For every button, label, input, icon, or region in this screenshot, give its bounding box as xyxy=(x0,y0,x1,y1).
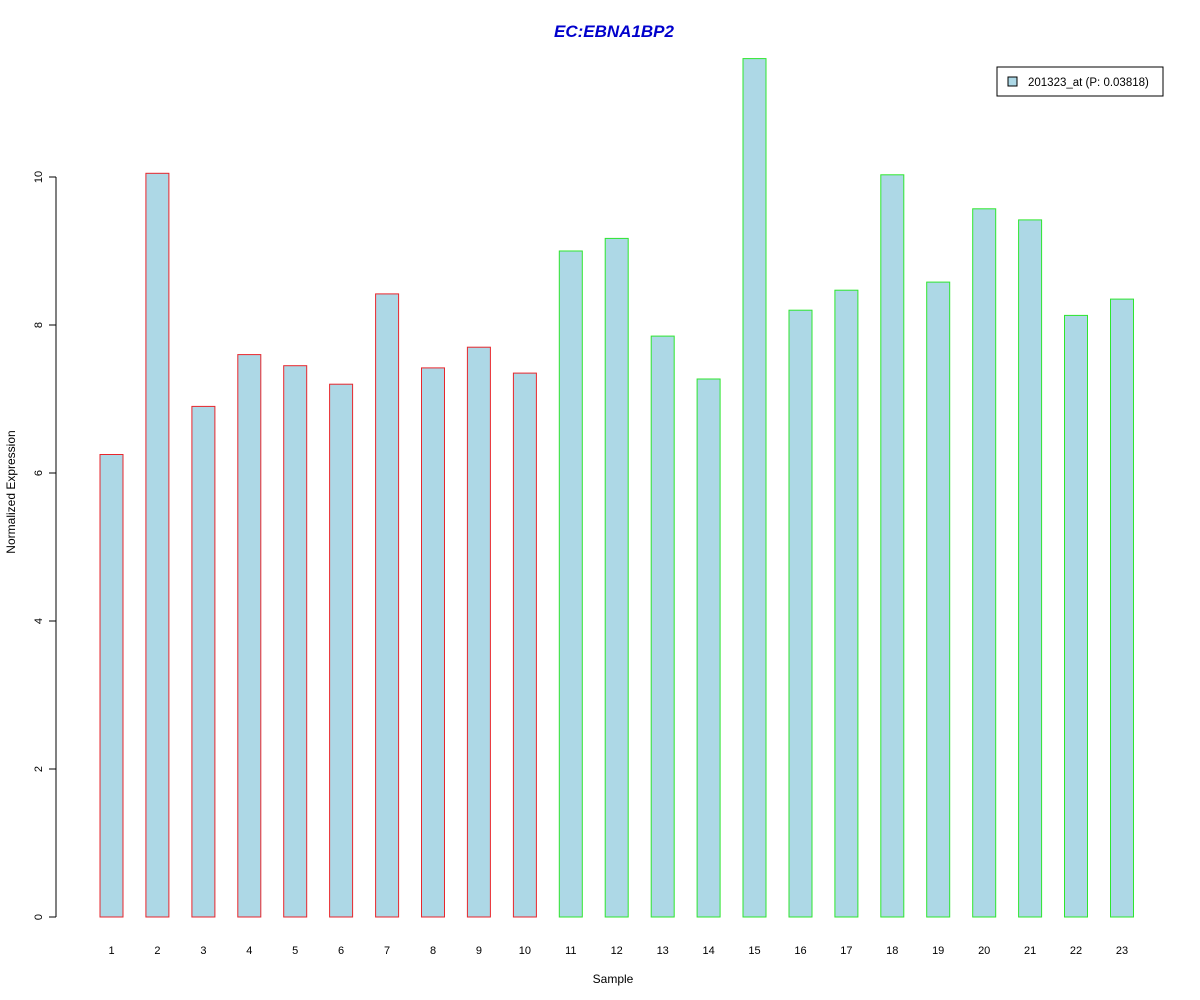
x-tick-label: 10 xyxy=(519,945,531,957)
bar-sample-22 xyxy=(1064,314,1088,918)
x-tick-label: 1 xyxy=(108,945,114,957)
x-tick-label: 3 xyxy=(200,945,206,957)
bar-sample-11 xyxy=(558,250,583,918)
y-tick-label: 6 xyxy=(33,470,45,476)
x-axis-title: Sample xyxy=(593,972,634,986)
legend-swatch xyxy=(1007,76,1018,87)
x-tick-label: 17 xyxy=(840,945,852,957)
bar-sample-2 xyxy=(145,172,170,918)
bar-sample-4 xyxy=(237,354,262,918)
bars-group xyxy=(99,58,1134,918)
y-axis-title: Normalized Expression xyxy=(4,430,18,553)
x-tick-label: 15 xyxy=(748,945,760,957)
x-tick-label: 20 xyxy=(978,945,990,957)
bar-sample-20 xyxy=(972,208,997,918)
bar-sample-17 xyxy=(834,289,859,918)
x-tick-label: 4 xyxy=(246,945,252,957)
x-tick-label: 23 xyxy=(1116,945,1128,957)
y-tick-label: 10 xyxy=(33,171,45,183)
bar-sample-16 xyxy=(788,309,813,918)
bar-sample-19 xyxy=(926,281,951,918)
x-tick-label: 7 xyxy=(384,945,390,957)
chart-title: EC:EBNA1BP2 xyxy=(554,22,675,41)
bar-sample-21 xyxy=(1018,219,1043,918)
bar-sample-6 xyxy=(329,383,354,918)
bar-sample-3 xyxy=(191,405,216,918)
bar-sample-10 xyxy=(512,372,537,918)
legend: 201323_at (P: 0.03818) xyxy=(996,66,1164,97)
x-tick-label: 19 xyxy=(932,945,944,957)
bar-sample-14 xyxy=(696,378,721,918)
legend-box xyxy=(996,66,1164,97)
x-tick-labels: 1 2 3 4 5 6 7 8 9 10 11 12 13 14 15 16 17 18 19 20 21 22 23 xyxy=(108,945,1128,957)
bar-sample-1 xyxy=(99,454,124,918)
x-tick-label: 8 xyxy=(430,945,436,957)
bar-sample-9 xyxy=(466,346,491,918)
x-tick-label: 13 xyxy=(657,945,669,957)
x-tick-label: 16 xyxy=(794,945,806,957)
y-tick-label: 4 xyxy=(33,618,45,624)
bar-sample-13 xyxy=(650,335,675,918)
x-tick-label: 9 xyxy=(476,945,482,957)
x-tick-label: 22 xyxy=(1070,945,1082,957)
y-tick-label: 2 xyxy=(33,766,45,772)
bar-sample-12 xyxy=(604,237,629,918)
x-tick-label: 6 xyxy=(338,945,344,957)
y-tick-label: 8 xyxy=(33,322,45,328)
bar-sample-8 xyxy=(421,367,445,918)
x-tick-label: 12 xyxy=(611,945,623,957)
x-tick-label: 18 xyxy=(886,945,898,957)
x-tick-label: 5 xyxy=(292,945,298,957)
bar-sample-7 xyxy=(375,293,400,918)
legend-label: 201323_at (P: 0.03818) xyxy=(1028,77,1149,89)
bar-sample-15 xyxy=(742,58,767,918)
x-tick-label: 14 xyxy=(702,945,714,957)
x-tick-label: 21 xyxy=(1024,945,1036,957)
y-tick-label: 0 xyxy=(33,914,45,920)
bar-sample-18 xyxy=(880,174,905,918)
bar-sample-5 xyxy=(283,365,308,918)
bar-sample-23 xyxy=(1110,298,1134,918)
y-axis: 0 2 4 6 8 10 xyxy=(33,171,57,920)
x-tick-label: 2 xyxy=(154,945,160,957)
x-tick-label: 11 xyxy=(565,945,576,957)
